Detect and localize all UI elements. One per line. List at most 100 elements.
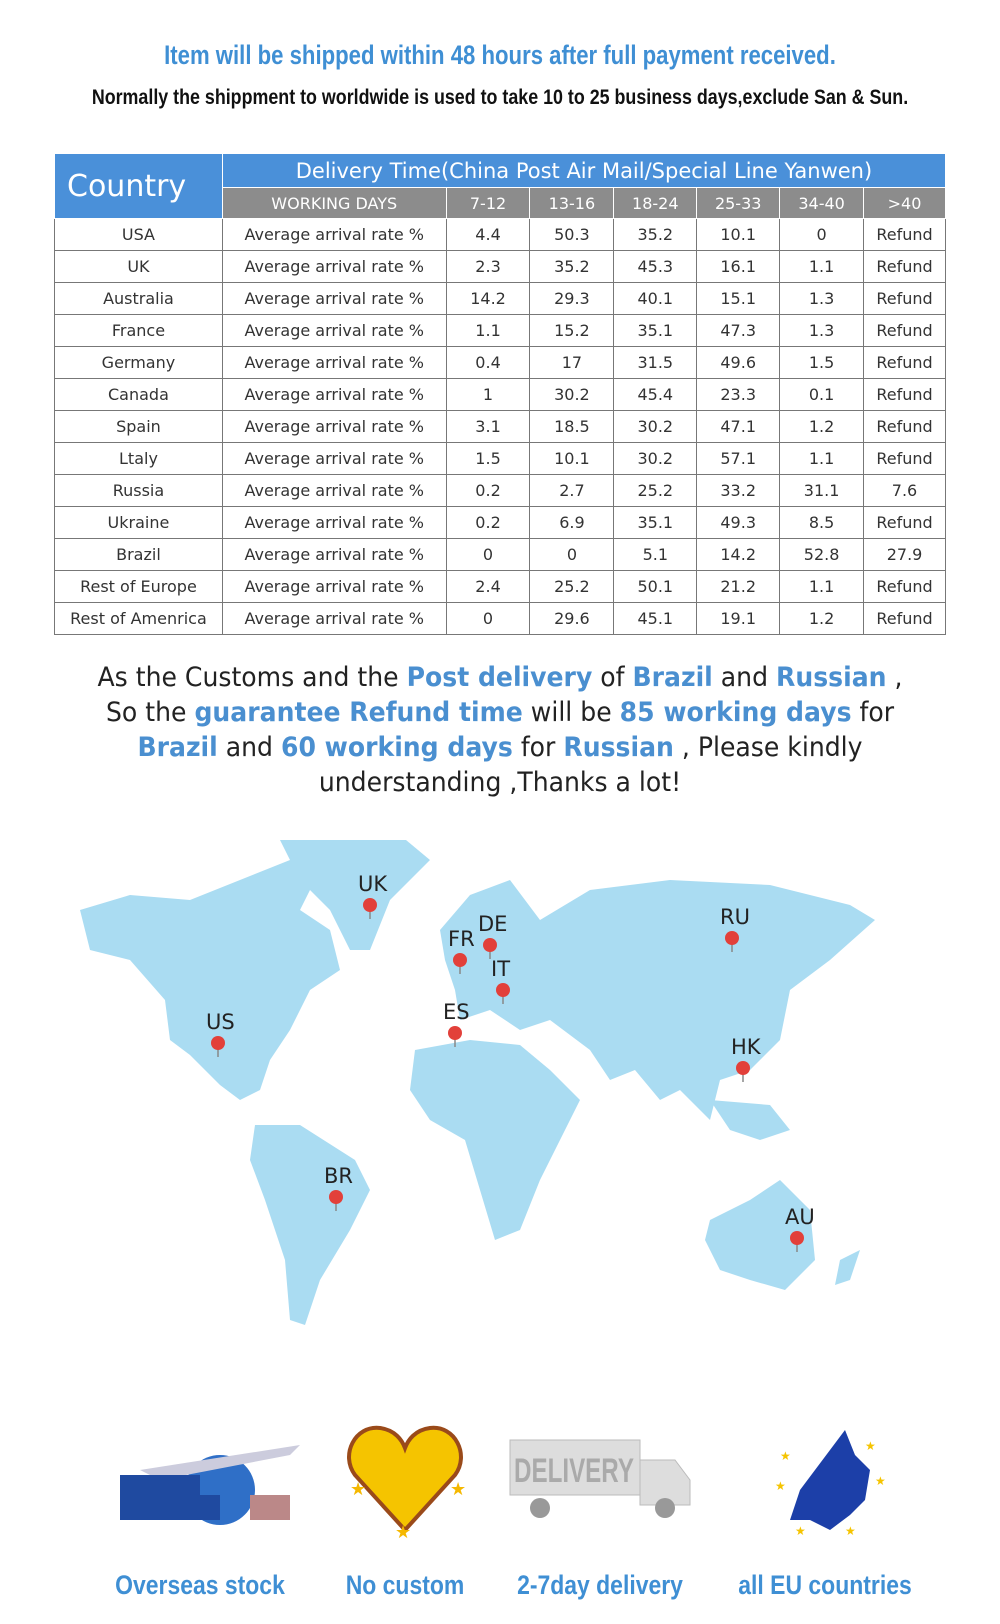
metric-cell: Average arrival rate % (221, 346, 447, 379)
value-cell: 30.2 (529, 378, 615, 411)
value-cell: 1.2 (779, 602, 865, 635)
map-pin-ru: RU (720, 905, 750, 952)
value-cell: 15.2 (529, 314, 615, 347)
refund-notice: As the Customs and the Post delivery of … (91, 660, 909, 800)
heart-handshake-icon: ★ ★ ★ (347, 1425, 466, 1540)
table-row: Canada Average arrival rate % 1 30.2 45.4 23.… (54, 378, 946, 411)
continents (80, 840, 875, 1325)
map-pin-uk: UK (358, 872, 388, 919)
highlight-text: Brazil (632, 662, 713, 693)
value-cell: 30.2 (613, 410, 698, 443)
map-pin-au: AU (785, 1205, 815, 1252)
country-cell: Ltaly (54, 442, 223, 475)
value-cell: 52.8 (779, 538, 865, 571)
value-cell: Refund (863, 442, 946, 475)
value-cell: 14.2 (696, 538, 781, 571)
value-cell: 1 (445, 378, 531, 411)
pin-icon (448, 1026, 462, 1040)
pin-icon (725, 931, 739, 945)
table-row: Russia Average arrival rate % 0.2 2.7 25.2 33… (54, 474, 946, 507)
value-cell: 1.2 (779, 410, 865, 443)
value-cell: 45.4 (613, 378, 698, 411)
svg-text:★: ★ (395, 1522, 411, 1540)
svg-text:★: ★ (795, 1524, 806, 1538)
table-row: Ltaly Average arrival rate % 1.5 10.1 30.2 57… (54, 442, 946, 475)
value-cell: 0.2 (445, 506, 531, 539)
column-header: WORKING DAYS (221, 187, 447, 219)
country-cell: Germany (54, 346, 223, 379)
value-cell: Refund (863, 378, 946, 411)
country-cell: Rest of Amenrica (54, 602, 223, 635)
value-cell: Refund (863, 410, 946, 443)
map-pin-br: BR (324, 1164, 353, 1211)
feature-no-custom: ★ ★ ★ No custom (290, 1420, 520, 1600)
value-cell: 49.3 (696, 506, 781, 539)
pin-label: ES (443, 1000, 470, 1024)
pin-label: HK (731, 1035, 762, 1059)
delivery-table: Country Delivery Time(China Post Air Mai… (54, 153, 947, 635)
table-row: UK Average arrival rate % 2.3 35.2 45.3 16.1 1… (54, 250, 946, 283)
value-cell: 35.2 (613, 218, 698, 251)
pin-label: FR (448, 927, 475, 951)
value-cell: 1.1 (779, 442, 865, 475)
map-pin-es: ES (443, 1000, 470, 1047)
value-cell: 6.9 (529, 506, 615, 539)
country-cell: Spain (54, 410, 223, 443)
value-cell: 10.1 (529, 442, 615, 475)
pin-icon (453, 953, 467, 967)
svg-text:★: ★ (775, 1479, 786, 1493)
value-cell: 21.2 (696, 570, 781, 603)
pin-label: RU (720, 905, 750, 929)
highlight-text: 85 working days (619, 697, 852, 728)
country-cell: Russia (54, 474, 223, 507)
country-header: Country (54, 153, 223, 219)
value-cell: Refund (863, 570, 946, 603)
value-cell: 31.1 (779, 474, 865, 507)
value-cell: 50.3 (529, 218, 615, 251)
notice-text: and (217, 732, 281, 763)
pin-icon (211, 1036, 225, 1050)
svg-text:★: ★ (780, 1449, 791, 1463)
metric-cell: Average arrival rate % (221, 442, 447, 475)
feature-label: Overseas stock (115, 1570, 285, 1600)
value-cell: 2.4 (445, 570, 531, 603)
value-cell: 1.1 (445, 314, 531, 347)
country-cell: Rest of Europe (54, 570, 223, 603)
table-row: Germany Average arrival rate % 0.4 17 31.5 49… (54, 346, 946, 379)
value-cell: 8.5 (779, 506, 865, 539)
value-cell: 19.1 (696, 602, 781, 635)
metric-cell: Average arrival rate % (221, 314, 447, 347)
pin-label: AU (785, 1205, 815, 1229)
column-header: 25-33 (696, 187, 781, 219)
value-cell: 30.2 (613, 442, 698, 475)
value-cell: 16.1 (696, 250, 781, 283)
table-row: France Average arrival rate % 1.1 15.2 35.1 4… (54, 314, 946, 347)
value-cell: 18.5 (529, 410, 615, 443)
delivery-time-header: Delivery Time(China Post Air Mail/Specia… (221, 153, 947, 188)
column-header: 18-24 (613, 187, 698, 219)
notice-text: As the Customs and the (97, 662, 407, 693)
map-pin-de: DE (478, 912, 507, 959)
value-cell: 1.1 (779, 250, 865, 283)
value-cell: 50.1 (613, 570, 698, 603)
value-cell: 45.1 (613, 602, 698, 635)
highlight-text: Brazil (137, 732, 218, 763)
pin-icon (496, 983, 510, 997)
shipping-title: Item will be shipped within 48 hours aft… (164, 40, 836, 70)
value-cell: 33.2 (696, 474, 781, 507)
delivery-truck-icon: DELIVERY (509, 1439, 691, 1518)
notice-text: , Please kindly understanding ,Thanks a … (318, 732, 863, 798)
value-cell: 27.9 (863, 538, 946, 571)
value-cell: 40.1 (613, 282, 698, 315)
value-cell: 25.2 (613, 474, 698, 507)
pin-icon (483, 938, 497, 952)
metric-cell: Average arrival rate % (221, 602, 447, 635)
value-cell: 35.2 (529, 250, 615, 283)
feature-delivery: DELIVERY 2-7day delivery (485, 1420, 715, 1600)
metric-cell: Average arrival rate % (221, 570, 447, 603)
value-cell: 31.5 (613, 346, 698, 379)
value-cell: 4.4 (445, 218, 531, 251)
highlight-text: Russian (563, 732, 674, 763)
table-row: Brazil Average arrival rate % 0 0 5.1 14.2 52.… (54, 538, 946, 571)
svg-text:★: ★ (865, 1439, 876, 1453)
